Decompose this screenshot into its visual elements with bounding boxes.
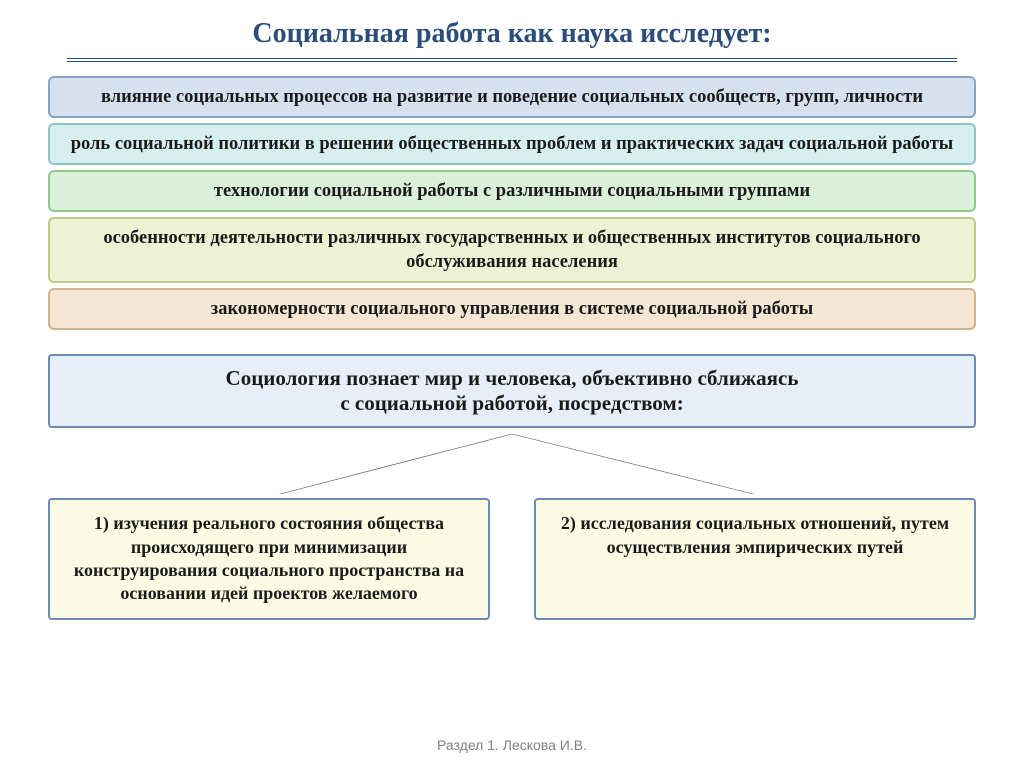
band-row: закономерности социального управления в …	[48, 288, 976, 330]
band-row: особенности деятельности различных госуд…	[48, 217, 976, 283]
bottom-box-right: 2) исследования социальных отношений, пу…	[534, 498, 976, 620]
connector-left	[280, 434, 512, 494]
bottom-box-left: 1) изучения реального состояния общества…	[48, 498, 490, 620]
bottom-row: 1) изучения реального состояния общества…	[48, 498, 976, 620]
band-row: влияние социальных процессов на развитие…	[48, 76, 976, 118]
sociology-box: Социология познает мир и человека, объек…	[48, 354, 976, 428]
footer-text: Раздел 1. Лескова И.В.	[0, 737, 1024, 753]
band-stack: влияние социальных процессов на развитие…	[48, 76, 976, 330]
band-row: технологии социальной работы с различным…	[48, 170, 976, 212]
sociology-line1: Социология познает мир и человека, объек…	[226, 366, 799, 390]
page-title: Социальная работа как наука исследует:	[67, 18, 958, 62]
connector-right	[512, 434, 753, 494]
band-row: роль социальной политики в решении общес…	[48, 123, 976, 165]
connector-lines	[48, 434, 976, 494]
sociology-line2: с социальной работой, посредством:	[340, 391, 683, 415]
